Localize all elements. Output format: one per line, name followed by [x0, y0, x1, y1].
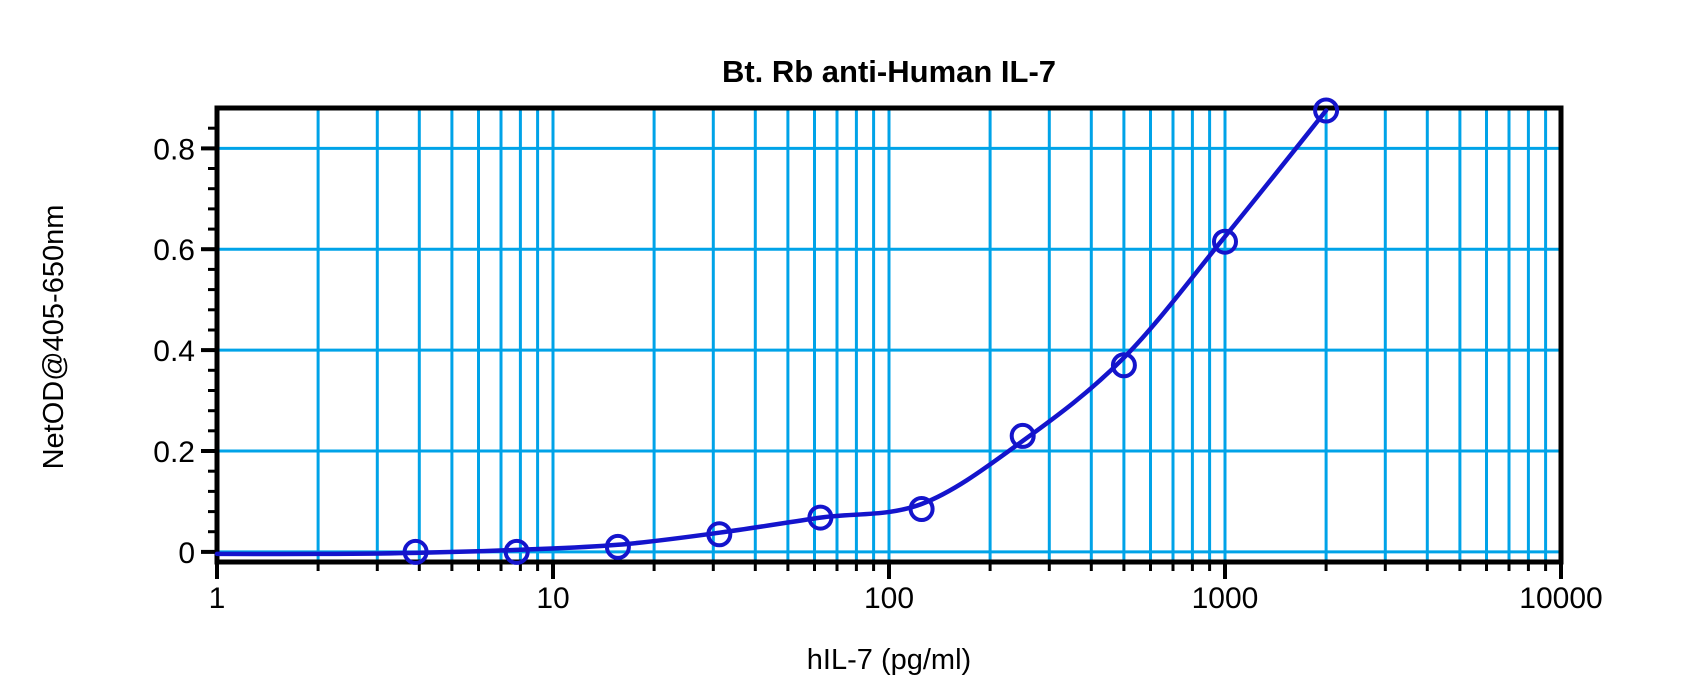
y-tick-label: 0.4 — [153, 335, 195, 368]
x-axis-label: hIL-7 (pg/ml) — [807, 644, 971, 676]
data-point — [1313, 97, 1340, 124]
data-point — [604, 533, 631, 560]
axis-ticks-layer — [201, 126, 1563, 579]
data-point — [908, 496, 935, 522]
x-tick-label: 100 — [864, 582, 914, 615]
data-point — [503, 538, 530, 565]
x-tick-label: 10000 — [1519, 582, 1602, 615]
data-points-layer — [402, 97, 1340, 565]
y-tick-label: 0 — [178, 537, 195, 570]
data-point — [1212, 228, 1238, 255]
chart-title: Bt. Rb anti-Human IL-7 — [722, 54, 1056, 89]
data-point — [1009, 422, 1036, 449]
data-point — [807, 504, 834, 531]
x-tick-label: 1000 — [1192, 582, 1259, 615]
y-axis-label: NetOD@405-650nm — [38, 205, 70, 470]
fit-curve-layer — [214, 108, 1329, 557]
y-tick-label: 0.2 — [153, 436, 195, 469]
data-point — [706, 521, 733, 548]
grid-lines-layer — [217, 108, 1561, 562]
x-tick-label: 1 — [209, 582, 226, 615]
y-tick-label: 0.8 — [153, 133, 195, 166]
data-point — [402, 538, 429, 565]
tick-labels-layer: 1 10 100 1000 10000 0 0.2 0.4 0.6 0.8 — [153, 133, 1602, 615]
data-point — [1110, 352, 1137, 379]
x-tick-label: 10 — [536, 582, 569, 615]
y-tick-label: 0.6 — [153, 234, 195, 267]
fit-curve — [214, 108, 1329, 557]
